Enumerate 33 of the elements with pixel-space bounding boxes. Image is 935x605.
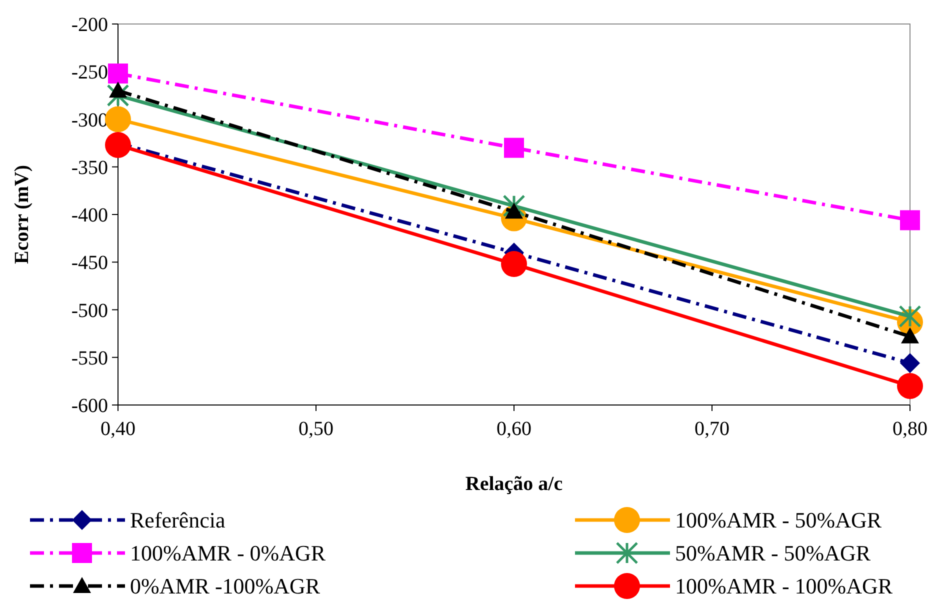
point: [108, 64, 128, 84]
point: [900, 210, 920, 230]
legend-label: 50%AMR - 50%AGR: [675, 540, 871, 566]
x-tick-label: 0,70: [694, 418, 730, 440]
point: [105, 132, 131, 158]
point: [502, 194, 526, 218]
legend-label: 100%AMR - 100%AGR: [675, 574, 893, 599]
y-tick-label: -400: [71, 204, 108, 226]
x-axis-title: Relação a/c: [465, 473, 563, 495]
point: [105, 106, 131, 132]
y-tick-label: -600: [71, 395, 108, 417]
legend-label: Referência: [130, 508, 226, 533]
y-axis-title: Ecorr (mV): [11, 164, 33, 264]
y-tick-label: -250: [71, 62, 108, 84]
point: [897, 372, 923, 399]
legend-label: 100%AMR - 0%AGR: [130, 540, 326, 566]
legend-label: 100%AMR - 50%AGR: [675, 508, 882, 533]
point: [106, 84, 130, 107]
point: [501, 251, 527, 278]
y-tick-label: -350: [71, 156, 108, 179]
point: [901, 327, 919, 344]
legend-label: 0%AMR -100%AGR: [130, 574, 320, 599]
y-tick-label: -550: [71, 347, 108, 370]
x-tick-label: 0,60: [496, 418, 532, 440]
point: [504, 138, 524, 158]
point: [109, 82, 127, 98]
point: [900, 353, 920, 374]
x-tick-label: 0,80: [892, 418, 928, 440]
x-tick-label: 0,50: [298, 418, 334, 440]
y-tick-label: -200: [71, 14, 108, 36]
x-tick-label: 0,40: [100, 418, 136, 440]
y-tick-label: -500: [71, 300, 108, 322]
y-tick-label: -450: [71, 252, 108, 274]
